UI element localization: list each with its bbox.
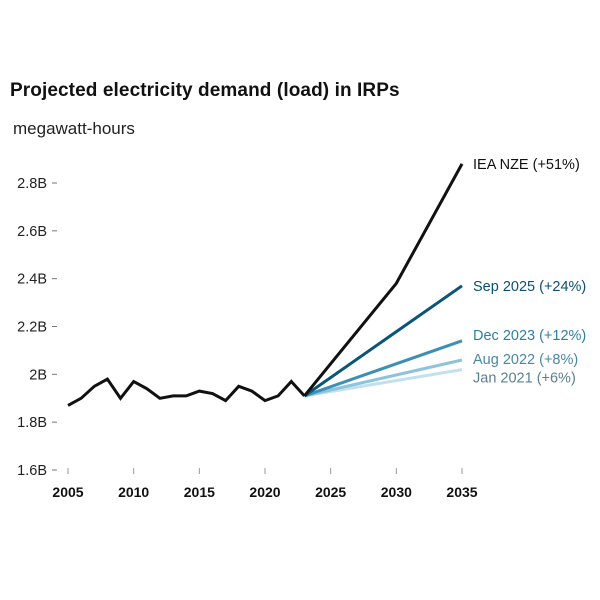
series-line-dec-2023 (303, 339, 463, 398)
x-tick-label: 2015 (184, 484, 215, 500)
y-tick-label: 2.4B (17, 272, 47, 288)
x-axis: 2005 2010 2015 2020 2025 2030 2035 (52, 468, 478, 500)
series-label-jan-2021: Jan 2021 (+6%) (473, 371, 576, 387)
series-line-historical (67, 377, 306, 407)
series-line-iea-nze (303, 163, 464, 397)
y-axis: 1.6B 1.8B 2B 2.2B 2.4B 2.6B 2.8B (17, 176, 57, 479)
series-lines (67, 163, 464, 407)
y-tick-label: 2B (29, 367, 47, 383)
x-tick-label: 2035 (446, 484, 477, 500)
series-label-sep-2025: Sep 2025 (+24%) (473, 279, 586, 295)
series-line-jan-2021 (304, 368, 463, 398)
y-tick-label: 2.2B (17, 320, 47, 336)
x-tick-label: 2010 (118, 484, 149, 500)
y-tick-label: 1.6B (17, 463, 47, 479)
y-tick-label: 1.8B (17, 415, 47, 431)
series-line-aug-2022 (304, 358, 463, 398)
x-tick-label: 2020 (249, 484, 280, 500)
series-line-sep-2025 (303, 284, 463, 398)
x-tick-label: 2030 (381, 484, 412, 500)
series-label-iea-nze: IEA NZE (+51%) (473, 157, 580, 173)
x-tick-label: 2005 (52, 484, 83, 500)
x-tick-label: 2025 (315, 484, 346, 500)
y-tick-label: 2.8B (17, 176, 47, 192)
series-label-aug-2022: Aug 2022 (+8%) (473, 352, 578, 368)
chart-title: Projected electricity demand (load) in I… (10, 80, 400, 101)
series-labels: IEA NZE (+51%) Sep 2025 (+24%) Dec 2023 (+… (473, 157, 586, 387)
series-label-dec-2023: Dec 2023 (+12%) (473, 328, 586, 344)
y-axis-unit-label: megawatt-hours (13, 119, 135, 138)
y-tick-label: 2.6B (17, 224, 47, 240)
